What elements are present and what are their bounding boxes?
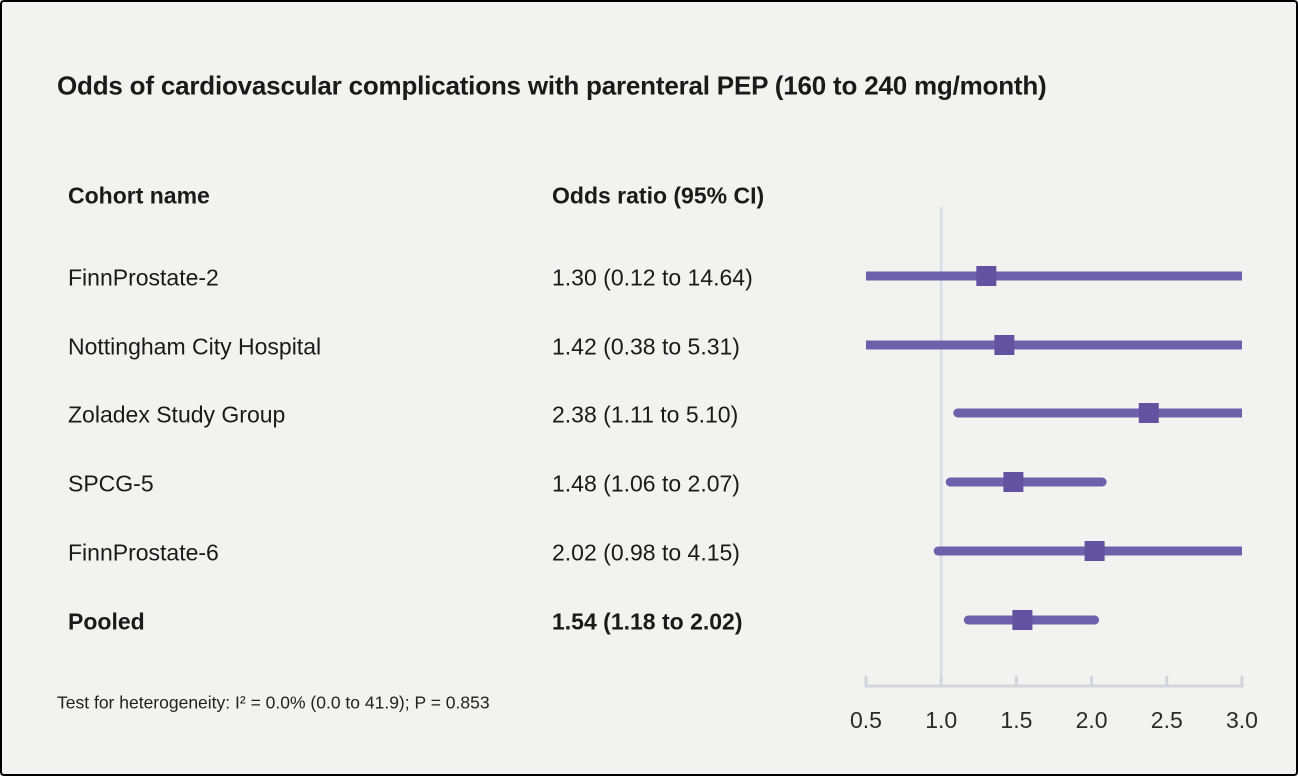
x-tick-label: 3.0 [1226, 707, 1258, 733]
page-title: Odds of cardiovascular complications wit… [57, 70, 1047, 101]
point-estimate-marker [976, 266, 997, 286]
ci-line-cap [963, 615, 973, 625]
point-estimate-marker [1012, 610, 1033, 630]
point-estimate-marker [1084, 541, 1105, 561]
row-label: Zoladex Study Group [68, 401, 286, 428]
column-header-odds-ratio: Odds ratio (95% CI) [552, 182, 765, 209]
row-label: Nottingham City Hospital [68, 333, 322, 360]
x-tick-label: 2.0 [1076, 707, 1108, 733]
x-tick-label: 1.0 [925, 707, 957, 733]
row-or-value: 2.02 (0.98 to 4.15) [552, 539, 740, 566]
point-estimate-marker [1003, 472, 1024, 492]
row-label-pooled: Pooled [68, 608, 145, 635]
row-label: SPCG-5 [68, 470, 154, 497]
x-tick-label: 0.5 [850, 707, 882, 733]
row-or-value: 1.30 (0.12 to 14.64) [552, 264, 753, 291]
x-tick-label: 1.5 [1000, 707, 1032, 733]
row-or-value: 1.42 (0.38 to 5.31) [552, 333, 740, 360]
row-label: FinnProstate-6 [68, 539, 219, 566]
row-label: FinnProstate-2 [68, 264, 219, 291]
ci-line-cap [933, 546, 943, 556]
row-or-value: 2.38 (1.11 to 5.10) [552, 401, 739, 428]
row-or-value-pooled: 1.54 (1.18 to 2.02) [552, 608, 743, 635]
ci-line-cap [1090, 615, 1100, 625]
point-estimate-marker [994, 335, 1015, 355]
ci-line-cap [1097, 477, 1107, 487]
heterogeneity-note: Test for heterogeneity: I² = 0.0% (0.0 t… [57, 692, 490, 713]
column-header-cohort: Cohort name [68, 182, 210, 209]
x-tick-label: 2.5 [1151, 707, 1183, 733]
ci-line-cap [945, 477, 955, 487]
row-or-value: 1.48 (1.06 to 2.07) [552, 470, 740, 497]
point-estimate-marker [1138, 403, 1159, 423]
ci-line-cap [953, 408, 963, 418]
